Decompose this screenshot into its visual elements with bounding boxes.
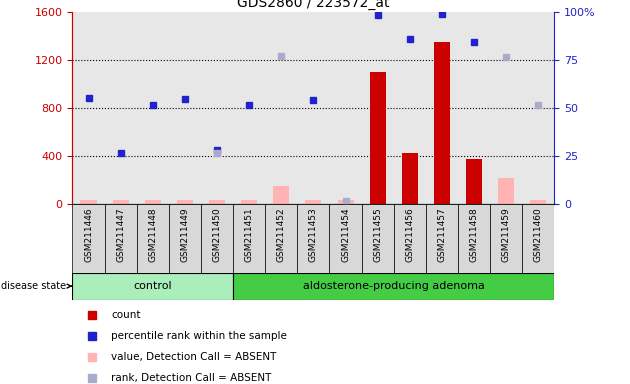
Bar: [209, 200, 225, 204]
Bar: [458, 204, 490, 273]
Text: disease state: disease state: [1, 281, 72, 291]
Bar: [522, 204, 554, 273]
Text: GSM211449: GSM211449: [180, 207, 190, 262]
Text: control: control: [134, 281, 172, 291]
Bar: [490, 12, 522, 204]
Text: GSM211455: GSM211455: [373, 207, 382, 262]
Bar: [402, 153, 418, 204]
Bar: [466, 159, 482, 204]
Text: GSM211460: GSM211460: [534, 207, 543, 262]
Bar: [265, 204, 297, 273]
Bar: [362, 12, 394, 204]
Bar: [145, 200, 161, 204]
Text: aldosterone-producing adenoma: aldosterone-producing adenoma: [303, 281, 484, 291]
Bar: [426, 12, 458, 204]
Bar: [169, 204, 201, 273]
Bar: [137, 12, 169, 204]
Bar: [530, 200, 546, 204]
Text: GSM211459: GSM211459: [501, 207, 511, 262]
Bar: [137, 204, 169, 273]
Bar: [498, 178, 514, 204]
Text: GSM211446: GSM211446: [84, 207, 93, 262]
Text: GSM211457: GSM211457: [437, 207, 447, 262]
Bar: [426, 204, 458, 273]
Bar: [297, 204, 329, 273]
Bar: [72, 12, 105, 204]
Bar: [370, 71, 386, 204]
Text: GSM211453: GSM211453: [309, 207, 318, 262]
Text: percentile rank within the sample: percentile rank within the sample: [111, 331, 287, 341]
Bar: [265, 12, 297, 204]
Bar: [169, 12, 201, 204]
Text: GSM211456: GSM211456: [405, 207, 415, 262]
Bar: [72, 273, 233, 300]
Bar: [201, 12, 233, 204]
Bar: [522, 12, 554, 204]
Bar: [273, 185, 289, 204]
Bar: [233, 204, 265, 273]
Text: value, Detection Call = ABSENT: value, Detection Call = ABSENT: [111, 352, 277, 362]
Bar: [241, 200, 257, 204]
Bar: [329, 12, 362, 204]
Title: GDS2860 / 223572_at: GDS2860 / 223572_at: [237, 0, 390, 10]
Bar: [177, 200, 193, 204]
Bar: [394, 12, 426, 204]
Bar: [329, 204, 362, 273]
Text: count: count: [111, 310, 140, 320]
Bar: [458, 12, 490, 204]
Bar: [233, 12, 265, 204]
Bar: [113, 200, 129, 204]
Text: GSM211447: GSM211447: [116, 207, 125, 262]
Bar: [338, 200, 353, 204]
Bar: [434, 41, 450, 204]
Text: GSM211454: GSM211454: [341, 207, 350, 262]
Bar: [306, 200, 321, 204]
Text: rank, Detection Call = ABSENT: rank, Detection Call = ABSENT: [111, 373, 272, 383]
Text: GSM211452: GSM211452: [277, 207, 286, 262]
Bar: [490, 204, 522, 273]
Bar: [105, 12, 137, 204]
Text: GSM211458: GSM211458: [469, 207, 479, 262]
Bar: [105, 204, 137, 273]
Bar: [362, 204, 394, 273]
Bar: [297, 12, 329, 204]
Text: GSM211451: GSM211451: [244, 207, 254, 262]
Bar: [72, 204, 105, 273]
Text: GSM211450: GSM211450: [212, 207, 222, 262]
Text: GSM211448: GSM211448: [148, 207, 158, 262]
Bar: [81, 200, 96, 204]
Bar: [201, 204, 233, 273]
Bar: [394, 204, 426, 273]
Bar: [233, 273, 554, 300]
